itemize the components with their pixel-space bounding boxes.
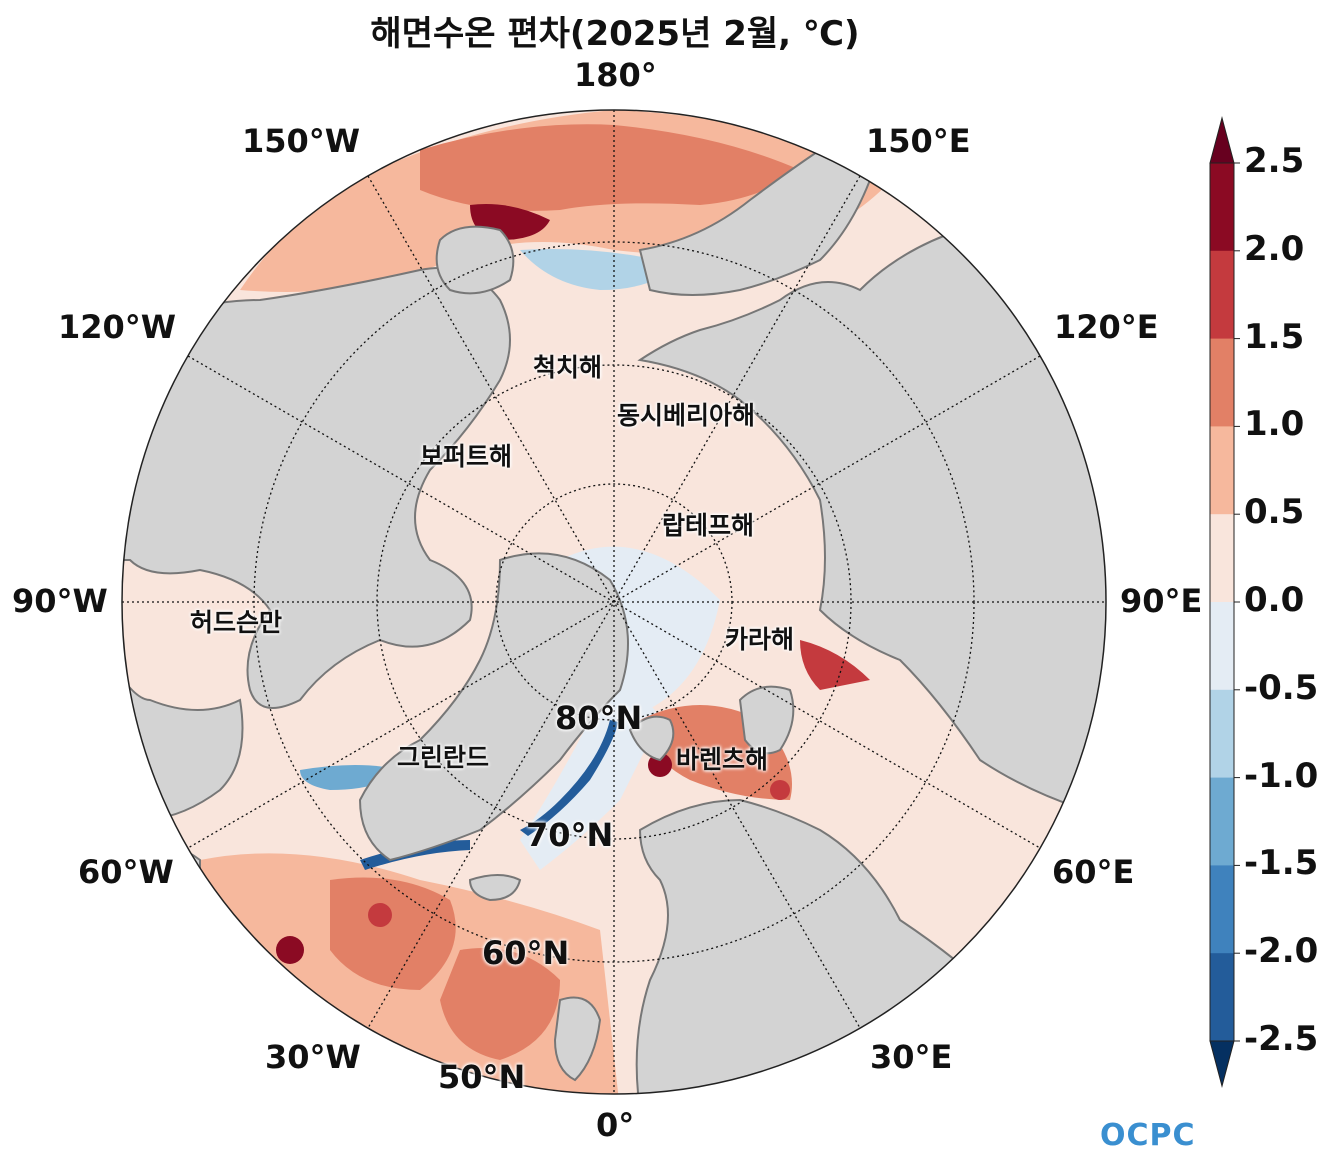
north-atlantic-warm-core2 — [440, 948, 560, 1060]
greenland-sea-cool — [520, 697, 660, 870]
kara-warm — [800, 640, 870, 690]
colorbar-bin — [1210, 338, 1234, 427]
east-greenland-cold — [520, 720, 618, 836]
colorbar-tick-label: 1.5 — [1244, 316, 1305, 357]
map-title: 해면수온 편차(2025년 2월, ℃) — [370, 14, 860, 54]
warm-spot — [368, 903, 392, 927]
colorbar-tick-label: 0.0 — [1244, 580, 1305, 620]
colorbar-bin — [1210, 163, 1234, 252]
sea-label-hudson: 허드슨만 — [190, 608, 283, 637]
colorbar-bin — [1210, 953, 1234, 1042]
colorbar-bin — [1210, 865, 1234, 954]
sea-label-laptev: 랍테프해 — [662, 511, 755, 540]
meridian-120-300 — [187, 355, 1041, 849]
colorbar-extend-top — [1209, 116, 1235, 164]
colorbar-bin — [1210, 250, 1234, 340]
colorbar-tick-label: -1.0 — [1244, 755, 1319, 796]
colorbar-tick-label: 2.5 — [1244, 141, 1305, 181]
colorbar — [1209, 116, 1240, 1088]
land-novaya-zemlya — [738, 685, 795, 755]
colorbar-tick-label: 2.0 — [1244, 228, 1305, 269]
colorbar-bin — [1210, 602, 1234, 691]
lon-label-30w: 30°W — [265, 1038, 361, 1076]
land-svalbard — [628, 715, 675, 762]
north-pacific-warm-core — [420, 124, 800, 211]
lat-circle-60 — [253, 241, 975, 963]
lon-label-0: 0° — [596, 1106, 635, 1144]
colorbar-tick-label: -1.5 — [1244, 843, 1319, 884]
colorbar-bin — [1210, 514, 1234, 603]
sea-label-greenland: 그린란드 — [397, 743, 490, 772]
lon-label-60w: 60°W — [78, 853, 174, 891]
colorbar-frame — [1209, 162, 1235, 1042]
colorbar-bin — [1210, 777, 1234, 866]
lon-label-60e: 60°E — [1052, 853, 1135, 891]
greenland-coast-cold — [360, 840, 470, 870]
colorbar-tick-label: 1.0 — [1244, 404, 1305, 445]
sea-label-chukchi: 척치해 — [533, 353, 603, 382]
lon-label-90w: 90°W — [12, 582, 108, 620]
map-boundary — [121, 109, 1107, 1095]
land-north-america — [122, 267, 511, 709]
warm-spot — [276, 936, 304, 964]
land-greenland — [358, 552, 629, 862]
lat-label-50n: 50°N — [438, 1058, 526, 1096]
colorbar-extend-bottom — [1209, 1040, 1235, 1088]
lon-label-120w: 120°W — [58, 308, 177, 346]
colorbar-tick-label: -0.5 — [1244, 667, 1319, 708]
lat-label-70n: 70°N — [526, 816, 614, 854]
lat-label-60n: 60°N — [482, 934, 570, 972]
ocpc-logo: OCPC — [1100, 1118, 1196, 1153]
lon-label-180: 180° — [574, 56, 657, 94]
land-alaska — [435, 225, 515, 295]
bering-cool — [520, 249, 680, 290]
north-atlantic-warm-core — [330, 877, 456, 990]
colorbar-tick-label: -2.5 — [1244, 1019, 1319, 1059]
sea-label-barents: 바렌츠해 — [676, 745, 769, 774]
barents-warm-spot — [770, 780, 790, 800]
lon-label-150w: 150°W — [242, 122, 361, 160]
colorbar-bin — [1210, 689, 1234, 779]
lon-label-150e: 150°E — [866, 122, 971, 160]
land-siberia — [637, 222, 1106, 822]
land-iceland — [468, 874, 522, 902]
lat-label-80n: 80°N — [555, 699, 643, 737]
lon-label-90e: 90°E — [1120, 582, 1203, 620]
lon-label-120e: 120°E — [1054, 308, 1159, 346]
colorbar-bin — [1210, 426, 1234, 515]
land-british-isles — [553, 996, 602, 1082]
sea-label-east-siberian: 동시베리아해 — [617, 401, 756, 430]
sea-label-beaufort: 보퍼트해 — [420, 442, 513, 471]
colorbar-tick-label: 0.5 — [1244, 492, 1305, 533]
land-chukotka — [638, 149, 882, 296]
sea-label-kara: 카라해 — [725, 625, 795, 654]
colorbar-tick-label: -2.0 — [1244, 931, 1319, 972]
lon-label-30e: 30°E — [870, 1038, 953, 1076]
